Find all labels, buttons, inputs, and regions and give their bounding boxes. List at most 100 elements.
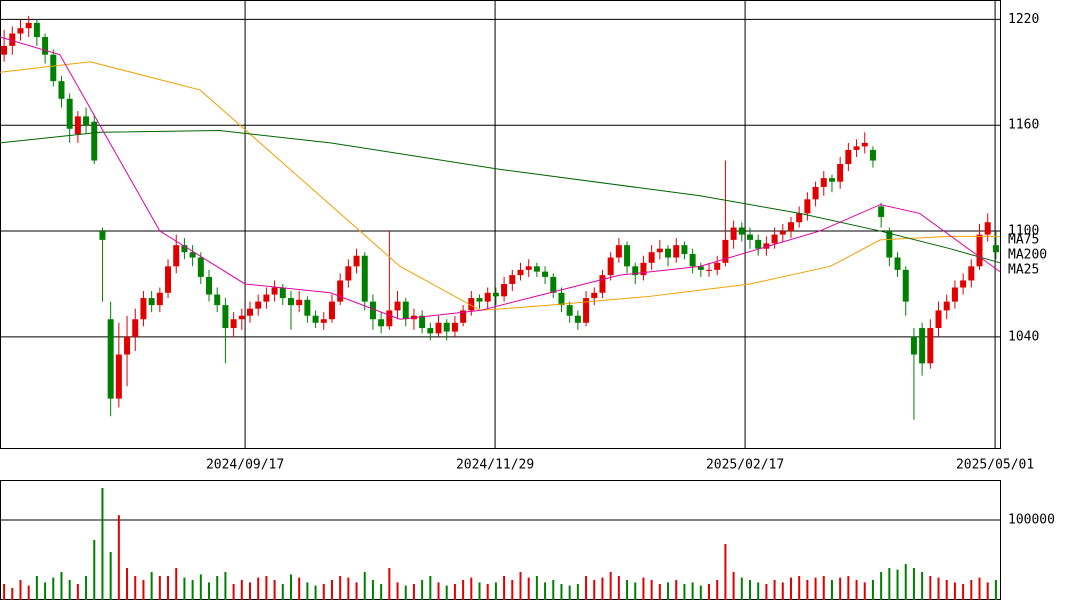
candle-body <box>558 292 565 306</box>
candle-body <box>230 319 237 329</box>
volume-bar <box>371 580 374 600</box>
candle-body <box>361 255 368 302</box>
candle-body <box>919 328 926 364</box>
candle-body <box>255 301 262 309</box>
candle-body <box>287 298 294 306</box>
volume-bar <box>470 577 473 600</box>
volume-bar <box>912 568 915 600</box>
candle-body <box>763 243 770 249</box>
candle-body <box>296 299 303 306</box>
volume-bar <box>11 588 14 600</box>
candle-body <box>328 301 335 320</box>
volume-bar <box>888 568 891 600</box>
candle-body <box>476 298 483 302</box>
volume-bar <box>789 577 792 600</box>
volume-bar <box>863 582 866 600</box>
candle-body <box>279 287 286 299</box>
volume-bar <box>994 580 997 600</box>
candle-body <box>894 257 901 270</box>
candle-body <box>427 328 434 334</box>
candle-body <box>460 310 467 323</box>
volume-bar <box>478 582 481 600</box>
volume-bar <box>175 568 178 600</box>
volume-bar <box>339 576 342 600</box>
volume-bar <box>273 580 276 600</box>
candle-body <box>419 315 426 329</box>
volume-bar <box>486 584 489 600</box>
candle-body <box>714 262 721 270</box>
candle-body <box>640 262 647 276</box>
candle-body <box>574 315 581 323</box>
volume-bar <box>249 582 251 600</box>
candle-body <box>320 319 327 323</box>
candle-body <box>828 178 835 182</box>
candle-body <box>345 266 352 281</box>
volume-bar <box>27 585 30 600</box>
volume-frame <box>0 480 1001 600</box>
x-tick-label: 2024/11/29 <box>456 458 534 473</box>
candle-body <box>951 287 958 302</box>
volume-bar <box>814 577 817 600</box>
candle-body <box>591 292 598 299</box>
candle-body <box>378 319 385 327</box>
volume-bar <box>445 585 448 600</box>
volume-bar <box>396 582 399 600</box>
volume-bar <box>667 582 670 600</box>
volume-bar <box>568 585 571 600</box>
volume-bar <box>716 580 719 600</box>
candle-body <box>17 28 24 34</box>
candle-body <box>238 315 245 320</box>
volume-bar <box>880 572 883 600</box>
volume-bar <box>544 582 547 600</box>
y-tick-label: 1160 <box>1008 118 1039 133</box>
volume-bar <box>740 577 743 600</box>
volume-bar <box>191 580 194 600</box>
candle-body <box>50 54 57 82</box>
volume-bar <box>208 582 211 600</box>
volume-bar <box>691 582 694 600</box>
candle-body <box>943 301 950 311</box>
candle-body <box>509 275 516 284</box>
y-tick-label: 1100 <box>1008 224 1039 239</box>
volume-bar <box>527 577 530 600</box>
candle-body <box>722 239 729 263</box>
candle-body <box>771 234 778 244</box>
volume-bar <box>85 576 88 600</box>
moving-average <box>0 36 1001 320</box>
x-tick-label: 2025/02/17 <box>706 458 784 473</box>
volume-bar <box>52 577 55 600</box>
candle-body <box>607 257 614 276</box>
volume-bar <box>167 576 170 600</box>
candle-body <box>181 245 188 253</box>
volume-bar <box>158 576 161 600</box>
candle-body <box>673 245 680 258</box>
volume-bar <box>3 584 6 600</box>
volume-bar <box>765 584 768 600</box>
volume-bar <box>650 580 653 600</box>
volume-bar <box>953 582 956 600</box>
candle-body <box>992 245 999 253</box>
candle-body <box>960 280 967 288</box>
candle-body <box>66 98 73 129</box>
candle-body <box>542 271 549 277</box>
candle-body <box>222 305 229 329</box>
candle-body <box>492 292 499 297</box>
volume-bar <box>773 580 776 600</box>
candle-body <box>214 294 221 306</box>
volume-bar <box>412 584 415 600</box>
volume-bar <box>986 582 989 600</box>
volume-bar <box>355 582 358 600</box>
volume-bar <box>437 582 440 600</box>
candle-body <box>468 298 475 311</box>
volume-bar <box>798 576 801 600</box>
volume-bar <box>44 582 47 600</box>
legend-label: MA75 <box>1008 233 1039 248</box>
candle-body <box>886 231 893 258</box>
candle-body <box>902 269 909 302</box>
candle-body <box>550 276 557 293</box>
volume-bar <box>724 544 727 600</box>
candle-body <box>197 257 204 277</box>
candle-body <box>312 315 319 323</box>
volume-bar <box>781 582 784 600</box>
volume-bar <box>855 580 858 600</box>
